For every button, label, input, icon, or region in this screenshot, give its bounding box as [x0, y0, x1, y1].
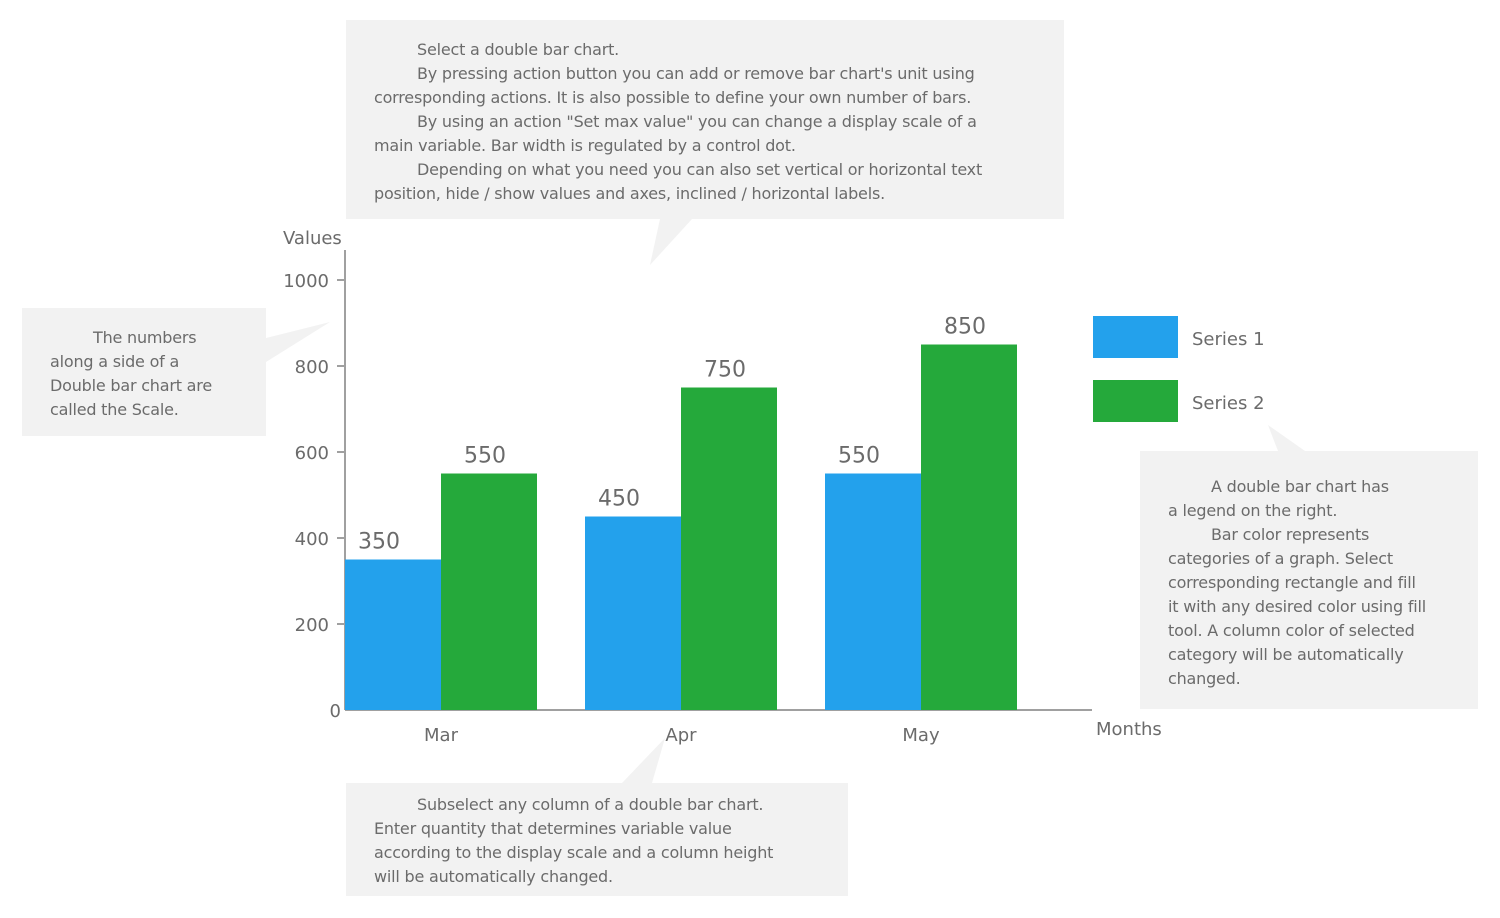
note-right-line: a legend on the right.: [1168, 501, 1338, 520]
note-left-line: along a side of a: [50, 352, 180, 371]
y-tick-label: 600: [295, 443, 329, 464]
note-right-line: changed.: [1168, 669, 1241, 688]
note-bottom-line: Subselect any column of a double bar cha…: [417, 795, 764, 814]
x-tick-label: Mar: [424, 725, 459, 746]
note-right-line: corresponding rectangle and fill: [1168, 573, 1416, 592]
note-top: Select a double bar chart. By pressing ac…: [346, 20, 1064, 219]
bar-mar-series-2[interactable]: [441, 473, 537, 711]
top-note-pointer: [650, 219, 692, 265]
note-right-line: Bar color represents: [1211, 525, 1370, 544]
x-tick-label: Apr: [665, 725, 697, 746]
y-tick-label: 0: [330, 701, 341, 722]
y-tick-label: 1000: [283, 271, 329, 292]
note-bottom-line: according to the display scale and a col…: [374, 843, 774, 862]
note-right-line: it with any desired color using fill: [1168, 597, 1426, 616]
note-bottom-line: will be automatically changed.: [374, 867, 613, 886]
bar-value-label: 350: [358, 530, 400, 555]
note-left: The numbers along a side of a Double bar c…: [22, 308, 266, 436]
note-right-line: A double bar chart has: [1211, 477, 1389, 496]
bottom-note-pointer: [622, 738, 665, 783]
note-top-line: Depending on what you need you can also …: [417, 160, 983, 179]
bar-apr-series-1[interactable]: [585, 516, 681, 711]
y-tick-label: 200: [295, 615, 329, 636]
note-bottom: Subselect any column of a double bar cha…: [346, 783, 848, 896]
bar-mar-series-1[interactable]: [345, 559, 441, 711]
note-bottom-line: Enter quantity that determines variable …: [374, 819, 732, 838]
legend-label-series-2: Series 2: [1192, 393, 1265, 414]
note-top-line: By using an action "Set max value" you c…: [417, 112, 977, 131]
note-left-line: Double bar chart are: [50, 376, 212, 395]
bar-value-label: 850: [944, 315, 986, 340]
legend-label-series-1: Series 1: [1192, 329, 1265, 350]
note-top-line: Select a double bar chart.: [417, 40, 620, 59]
bar-value-label: 550: [464, 444, 506, 469]
note-right-line: category will be automatically: [1168, 645, 1404, 664]
note-right: A double bar chart has a legend on the ri…: [1140, 451, 1478, 709]
y-tick-label: 800: [295, 357, 329, 378]
bar-value-label: 750: [704, 358, 746, 383]
note-left-line: The numbers: [93, 328, 197, 347]
right-note-pointer: [1268, 425, 1305, 451]
note-right-line: tool. A column color of selected: [1168, 621, 1415, 640]
note-left-line: called the Scale.: [50, 400, 179, 419]
note-right-line: categories of a graph. Select: [1168, 549, 1393, 568]
note-top-line: By pressing action button you can add or…: [417, 64, 975, 83]
legend-swatch-series-2[interactable]: [1093, 380, 1178, 422]
bar-may-series-1[interactable]: [825, 473, 921, 711]
note-top-line: position, hide / show values and axes, i…: [374, 184, 885, 203]
y-tick-label: 400: [295, 529, 329, 550]
bar-value-label: 550: [838, 444, 880, 469]
x-axis-label: Months: [1096, 719, 1162, 740]
y-axis-label: Values: [283, 228, 342, 249]
legend-swatch-series-1[interactable]: [1093, 316, 1178, 358]
bar-value-label: 450: [598, 487, 640, 512]
bar-apr-series-2[interactable]: [681, 387, 777, 711]
x-tick-label: May: [902, 725, 940, 746]
bar-may-series-2[interactable]: [921, 344, 1017, 711]
note-top-line: corresponding actions. It is also possib…: [374, 88, 972, 107]
note-top-line: main variable. Bar width is regulated by…: [374, 136, 796, 155]
left-note-pointer: [266, 322, 330, 362]
